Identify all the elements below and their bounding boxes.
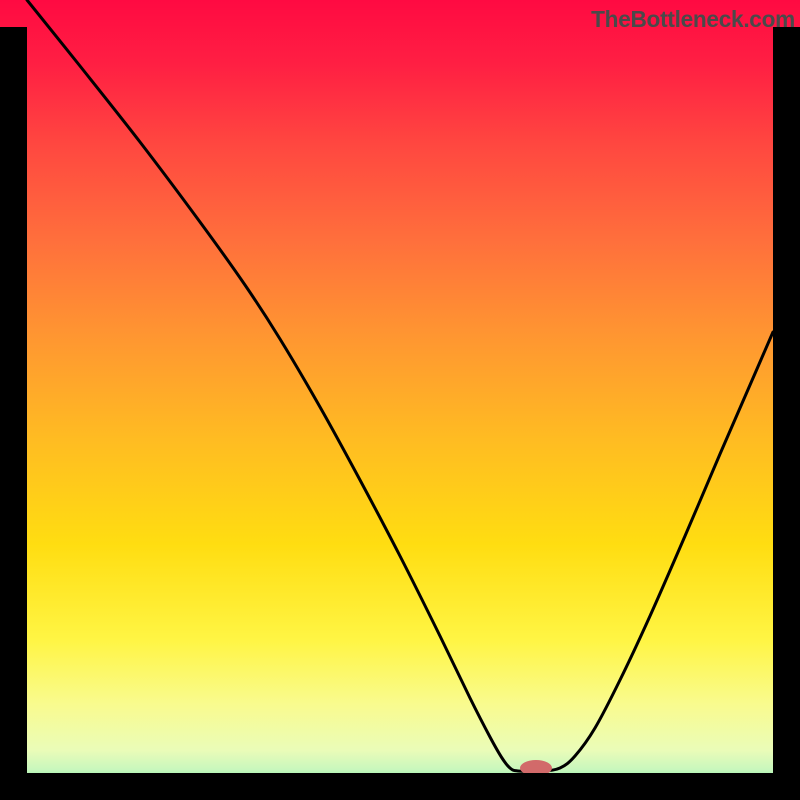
- bottleneck-chart: TheBottleneck.com: [0, 0, 800, 800]
- gradient-background: [0, 0, 800, 800]
- frame-bottom: [0, 773, 800, 800]
- frame-left: [0, 27, 27, 800]
- watermark-text: TheBottleneck.com: [591, 6, 795, 33]
- frame-right: [773, 27, 800, 800]
